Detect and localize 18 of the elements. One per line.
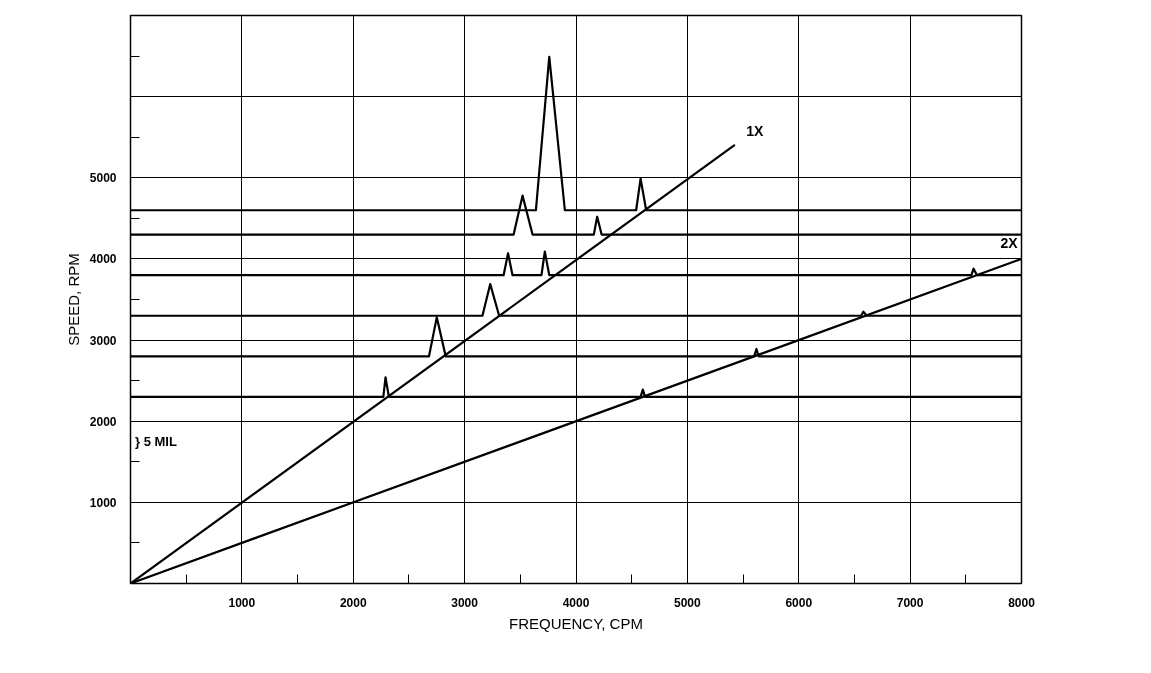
x-axis-title: FREQUENCY, CPM — [509, 614, 643, 632]
series-label: 2X — [1000, 234, 1019, 251]
x-tick-label: 7000 — [896, 595, 924, 610]
x-tick-label: 6000 — [785, 595, 813, 610]
y-axis-title: SPEED, RPM — [64, 253, 82, 346]
y-tick-label: 5000 — [89, 171, 117, 186]
x-tick-label: 8000 — [1008, 595, 1036, 610]
annotation: } 5 MIL — [134, 434, 177, 449]
x-tick-label: 2000 — [339, 595, 367, 610]
y-tick-label: 4000 — [89, 252, 117, 267]
x-tick-label: 3000 — [451, 595, 479, 610]
x-tick-label: 5000 — [674, 595, 702, 610]
series-label: 1X — [746, 123, 764, 140]
y-tick-label: 2000 — [89, 414, 117, 429]
y-tick-label: 3000 — [89, 333, 117, 348]
x-tick-label: 4000 — [562, 595, 590, 610]
x-tick-label: 1000 — [228, 595, 256, 610]
y-tick-label: 1000 — [89, 495, 117, 510]
